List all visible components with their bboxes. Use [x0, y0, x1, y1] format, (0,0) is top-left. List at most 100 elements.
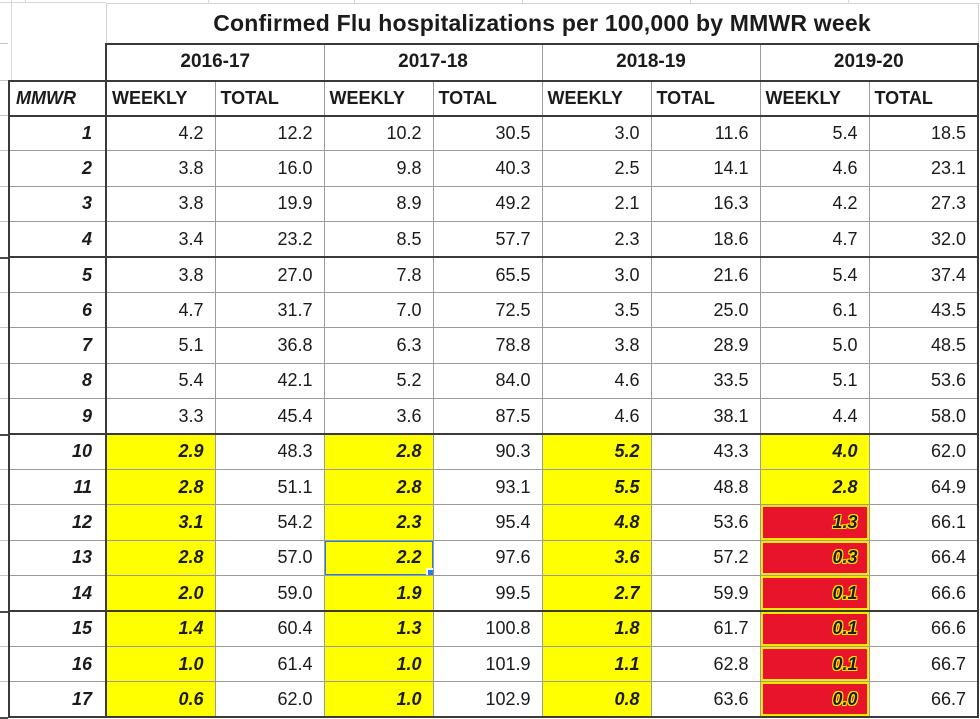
weekly-cell[interactable]: 9.8 — [323, 150, 434, 187]
total-cell[interactable]: 11.6 — [650, 114, 761, 152]
total-cell[interactable]: 58.0 — [868, 398, 980, 436]
total-cell[interactable]: 31.7 — [214, 291, 325, 329]
weekly-cell[interactable]: 4.7 — [759, 221, 870, 259]
weekly-cell[interactable]: 10.2 — [323, 114, 434, 152]
weekly-cell[interactable]: 1.9 — [323, 575, 434, 612]
week-number-cell[interactable]: 2 — [8, 150, 107, 187]
weekly-cell[interactable]: 2.8 — [105, 468, 216, 506]
weekly-cell[interactable]: 2.3 — [323, 504, 434, 541]
weekly-cell[interactable]: 5.2 — [541, 433, 652, 470]
total-cell[interactable]: 53.6 — [868, 362, 980, 400]
week-number-cell[interactable]: 3 — [8, 185, 107, 223]
weekly-cell[interactable]: 0.1 — [759, 645, 870, 683]
total-cell[interactable]: 57.7 — [432, 221, 543, 259]
selection-fill-handle[interactable] — [425, 568, 432, 575]
total-cell[interactable]: 93.1 — [432, 468, 543, 506]
total-cell[interactable]: 42.1 — [214, 362, 325, 400]
total-cell[interactable]: 95.4 — [432, 504, 543, 541]
week-number-cell[interactable]: 4 — [8, 221, 107, 259]
weekly-cell[interactable]: 5.1 — [759, 362, 870, 400]
weekly-cell[interactable]: 3.3 — [105, 398, 216, 436]
total-cell[interactable]: 48.5 — [868, 327, 980, 364]
weekly-cell[interactable]: 3.1 — [105, 504, 216, 541]
total-cell[interactable]: 66.7 — [868, 681, 980, 719]
total-cell[interactable]: 100.8 — [432, 610, 543, 647]
selected-cell[interactable]: 2.2 — [323, 539, 434, 577]
total-cell[interactable]: 61.4 — [214, 645, 325, 683]
total-cell[interactable]: 38.1 — [650, 398, 761, 436]
total-cell[interactable]: 101.9 — [432, 645, 543, 683]
weekly-cell[interactable]: 4.7 — [105, 291, 216, 329]
weekly-cell[interactable]: 1.1 — [541, 645, 652, 683]
week-number-cell[interactable]: 14 — [8, 575, 107, 612]
total-cell[interactable]: 66.6 — [868, 575, 980, 612]
total-cell[interactable]: 66.4 — [868, 539, 980, 577]
week-number-cell[interactable]: 6 — [8, 291, 107, 329]
week-number-cell[interactable]: 13 — [8, 539, 107, 577]
total-header-cell[interactable]: TOTAL — [868, 79, 980, 117]
weekly-cell[interactable]: 4.4 — [759, 398, 870, 436]
weekly-cell[interactable]: 1.3 — [323, 610, 434, 647]
total-cell[interactable]: 43.5 — [868, 291, 980, 329]
weekly-cell[interactable]: 8.9 — [323, 185, 434, 223]
weekly-cell[interactable]: 1.3 — [759, 504, 870, 541]
total-cell[interactable]: 59.0 — [214, 575, 325, 612]
weekly-cell[interactable]: 4.2 — [759, 185, 870, 223]
total-cell[interactable]: 65.5 — [432, 256, 543, 293]
total-cell[interactable]: 27.0 — [214, 256, 325, 293]
total-cell[interactable]: 45.4 — [214, 398, 325, 436]
total-cell[interactable]: 66.6 — [868, 610, 980, 647]
weekly-cell[interactable]: 0.1 — [759, 575, 870, 612]
season-header-cell[interactable]: 2018-19 — [541, 42, 761, 82]
week-number-cell[interactable]: 8 — [8, 362, 107, 400]
total-cell[interactable]: 90.3 — [432, 433, 543, 470]
week-number-cell[interactable]: 17 — [8, 681, 107, 719]
weekly-cell[interactable]: 8.5 — [323, 221, 434, 259]
total-cell[interactable]: 18.6 — [650, 221, 761, 259]
week-number-cell[interactable]: 11 — [8, 468, 107, 506]
total-cell[interactable]: 14.1 — [650, 150, 761, 187]
weekly-cell[interactable]: 2.7 — [541, 575, 652, 612]
total-cell[interactable]: 64.9 — [868, 468, 980, 506]
weekly-cell[interactable]: 5.4 — [105, 362, 216, 400]
weekly-cell[interactable]: 0.3 — [759, 539, 870, 577]
total-cell[interactable]: 62.0 — [214, 681, 325, 719]
weekly-cell[interactable]: 1.0 — [105, 645, 216, 683]
total-cell[interactable]: 32.0 — [868, 221, 980, 259]
total-cell[interactable]: 43.3 — [650, 433, 761, 470]
total-cell[interactable]: 48.8 — [650, 468, 761, 506]
weekly-cell[interactable]: 4.8 — [541, 504, 652, 541]
week-number-cell[interactable]: 15 — [8, 610, 107, 647]
total-cell[interactable]: 59.9 — [650, 575, 761, 612]
weekly-header-cell[interactable]: WEEKLY — [541, 79, 652, 117]
weekly-header-cell[interactable]: WEEKLY — [105, 79, 216, 117]
weekly-header-cell[interactable]: WEEKLY — [323, 79, 434, 117]
weekly-cell[interactable]: 2.8 — [323, 433, 434, 470]
total-cell[interactable]: 25.0 — [650, 291, 761, 329]
mmwr-column-header[interactable]: MMWR — [8, 79, 107, 117]
weekly-cell[interactable]: 0.6 — [105, 681, 216, 719]
total-cell[interactable]: 21.6 — [650, 256, 761, 293]
week-number-cell[interactable]: 12 — [8, 504, 107, 541]
total-header-cell[interactable]: TOTAL — [214, 79, 325, 117]
total-cell[interactable]: 57.2 — [650, 539, 761, 577]
weekly-cell[interactable]: 0.1 — [759, 610, 870, 647]
weekly-cell[interactable]: 2.5 — [541, 150, 652, 187]
total-cell[interactable]: 48.3 — [214, 433, 325, 470]
weekly-cell[interactable]: 3.8 — [541, 327, 652, 364]
weekly-cell[interactable]: 1.0 — [323, 681, 434, 719]
weekly-cell[interactable]: 2.8 — [759, 468, 870, 506]
weekly-cell[interactable]: 4.6 — [541, 362, 652, 400]
weekly-cell[interactable]: 1.4 — [105, 610, 216, 647]
week-number-cell[interactable]: 9 — [8, 398, 107, 436]
total-cell[interactable]: 33.5 — [650, 362, 761, 400]
total-cell[interactable]: 49.2 — [432, 185, 543, 223]
weekly-cell[interactable]: 6.1 — [759, 291, 870, 329]
total-cell[interactable]: 87.5 — [432, 398, 543, 436]
total-cell[interactable]: 36.8 — [214, 327, 325, 364]
week-number-cell[interactable]: 7 — [8, 327, 107, 364]
total-cell[interactable]: 16.3 — [650, 185, 761, 223]
week-number-cell[interactable]: 1 — [8, 114, 107, 152]
total-cell[interactable]: 72.5 — [432, 291, 543, 329]
total-cell[interactable]: 27.3 — [868, 185, 980, 223]
